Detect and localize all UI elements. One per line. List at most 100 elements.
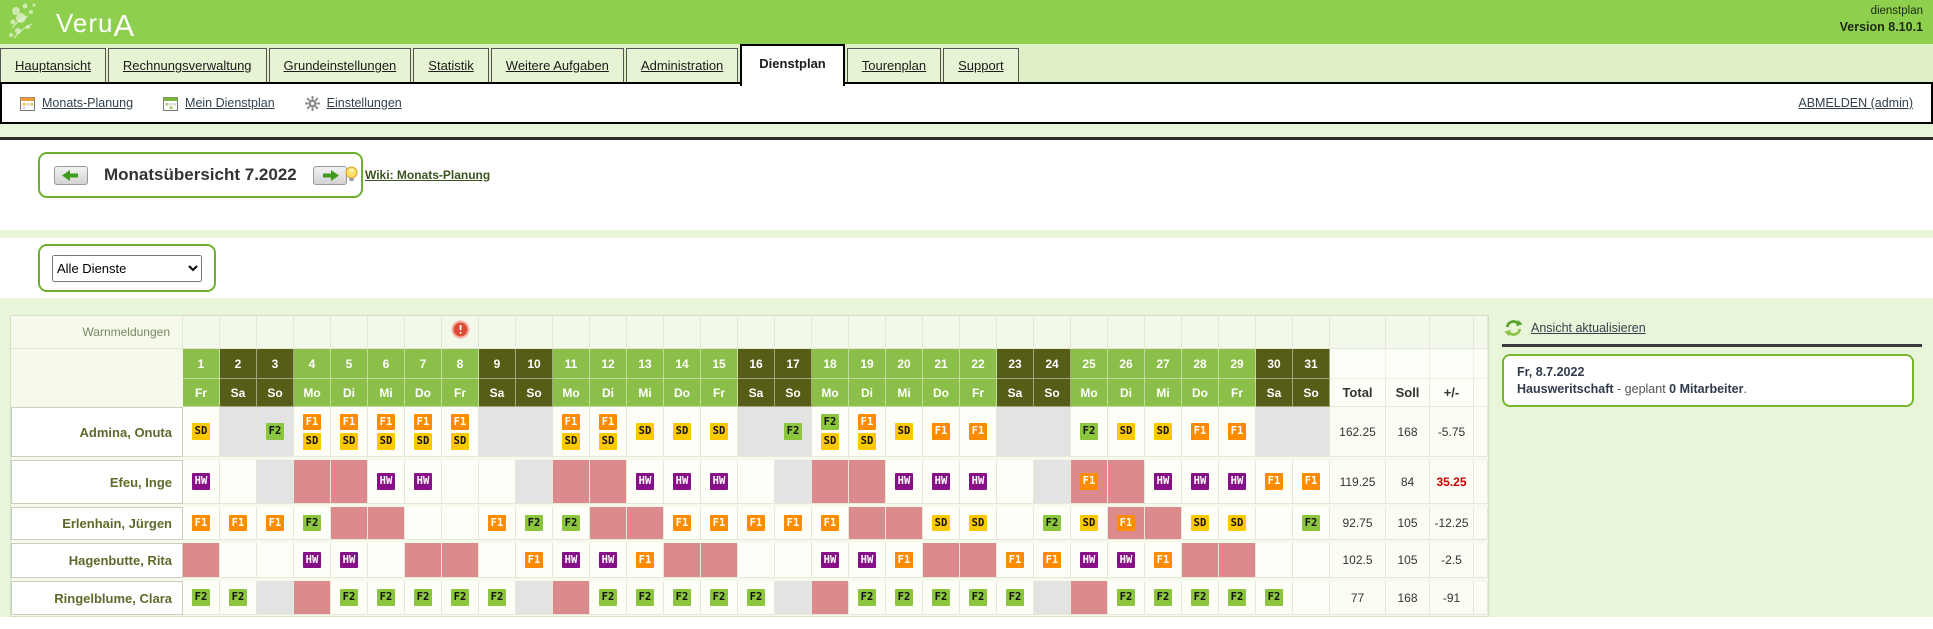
shift-cell-day-17[interactable]: F2 xyxy=(775,407,812,457)
shift-cell-day-24[interactable]: F1 xyxy=(1034,543,1071,578)
shift-cell-day-14[interactable]: HW xyxy=(664,460,701,504)
shift-cell-day-1[interactable]: HW xyxy=(183,460,220,504)
shift-cell-day-31[interactable]: F2 xyxy=(1293,507,1330,540)
shift-cell-day-29[interactable] xyxy=(1219,543,1256,578)
shift-cell-day-3[interactable]: F2 xyxy=(257,407,294,457)
shift-cell-day-26[interactable]: SD xyxy=(1108,407,1145,457)
tab-administration[interactable]: Administration xyxy=(625,48,739,82)
shift-cell-day-4[interactable]: F1 SD xyxy=(294,407,331,457)
tab-support[interactable]: Support xyxy=(943,48,1019,82)
shift-cell-day-23[interactable]: F2 xyxy=(997,581,1034,615)
shift-cell-day-30[interactable]: F2 xyxy=(1256,581,1293,615)
previous-month-button[interactable] xyxy=(54,165,88,185)
shift-cell-day-23[interactable]: F1 xyxy=(997,543,1034,578)
shift-cell-day-17[interactable] xyxy=(775,581,812,615)
shift-cell-day-25[interactable] xyxy=(1071,581,1108,615)
shift-cell-day-2[interactable]: F1 xyxy=(220,507,257,540)
shift-cell-day-30[interactable] xyxy=(1256,543,1293,578)
employee-name[interactable]: Efeu, Inge xyxy=(11,460,183,504)
shift-cell-day-30[interactable] xyxy=(1256,407,1293,457)
shift-cell-day-17[interactable] xyxy=(775,543,812,578)
shift-cell-day-23[interactable] xyxy=(997,407,1034,457)
shift-cell-day-24[interactable] xyxy=(1034,407,1071,457)
refresh-view-link[interactable]: Ansicht aktualisieren xyxy=(1531,321,1646,335)
shift-cell-day-15[interactable]: F2 xyxy=(701,581,738,615)
shift-cell-day-18[interactable] xyxy=(812,460,849,504)
subnav-item-mein-dienstplan[interactable]: Mein Dienstplan xyxy=(163,96,275,111)
shift-cell-day-7[interactable]: HW xyxy=(405,460,442,504)
shift-cell-day-25[interactable]: HW xyxy=(1071,543,1108,578)
shift-cell-day-24[interactable] xyxy=(1034,581,1071,615)
shift-cell-day-13[interactable]: HW xyxy=(627,460,664,504)
shift-cell-day-12[interactable] xyxy=(590,460,627,504)
shift-cell-day-11[interactable]: F2 xyxy=(553,507,590,540)
tab-hauptansicht[interactable]: Hauptansicht xyxy=(0,48,106,82)
shift-cell-day-8[interactable] xyxy=(442,543,479,578)
shift-cell-day-30[interactable] xyxy=(1256,507,1293,540)
shift-cell-day-18[interactable]: HW xyxy=(812,543,849,578)
shift-cell-day-4[interactable] xyxy=(294,460,331,504)
shift-cell-day-9[interactable] xyxy=(479,543,516,578)
shift-cell-day-28[interactable]: F1 xyxy=(1182,407,1219,457)
shift-cell-day-27[interactable]: F1 xyxy=(1145,543,1182,578)
tab-dienstplan[interactable]: Dienstplan xyxy=(740,44,845,86)
shift-cell-day-22[interactable]: SD xyxy=(960,507,997,540)
shift-cell-day-14[interactable]: F1 xyxy=(664,507,701,540)
shift-cell-day-27[interactable] xyxy=(1145,507,1182,540)
shift-cell-day-15[interactable]: F1 xyxy=(701,507,738,540)
shift-cell-day-15[interactable] xyxy=(701,543,738,578)
shift-cell-day-10[interactable] xyxy=(516,407,553,457)
shift-cell-day-16[interactable] xyxy=(738,460,775,504)
shift-cell-day-17[interactable] xyxy=(775,460,812,504)
shift-cell-day-26[interactable] xyxy=(1108,460,1145,504)
employee-name[interactable]: Admina, Onuta xyxy=(11,407,183,457)
shift-cell-day-1[interactable] xyxy=(183,543,220,578)
shift-cell-day-8[interactable]: F2 xyxy=(442,581,479,615)
shift-cell-day-26[interactable]: HW xyxy=(1108,543,1145,578)
shift-cell-day-15[interactable]: SD xyxy=(701,407,738,457)
shift-cell-day-16[interactable] xyxy=(738,543,775,578)
shift-cell-day-20[interactable]: HW xyxy=(886,460,923,504)
shift-cell-day-21[interactable]: SD xyxy=(923,507,960,540)
shift-cell-day-13[interactable] xyxy=(627,507,664,540)
subnav-item-einstellungen[interactable]: Einstellungen xyxy=(304,95,402,111)
shift-cell-day-11[interactable]: HW xyxy=(553,543,590,578)
shift-cell-day-18[interactable]: F1 xyxy=(812,507,849,540)
subnav-item-monats-planung[interactable]: Monats-Planung xyxy=(20,96,133,111)
shift-cell-day-18[interactable] xyxy=(812,581,849,615)
shift-cell-day-23[interactable] xyxy=(997,507,1034,540)
shift-cell-day-4[interactable] xyxy=(294,581,331,615)
shift-cell-day-1[interactable]: SD xyxy=(183,407,220,457)
shift-cell-day-10[interactable] xyxy=(516,460,553,504)
shift-cell-day-20[interactable]: F2 xyxy=(886,581,923,615)
shift-cell-day-15[interactable]: HW xyxy=(701,460,738,504)
shift-cell-day-11[interactable] xyxy=(553,581,590,615)
shift-cell-day-11[interactable] xyxy=(553,460,590,504)
shift-cell-day-3[interactable] xyxy=(257,543,294,578)
shift-cell-day-21[interactable]: F1 xyxy=(923,407,960,457)
shift-cell-day-25[interactable]: F1 xyxy=(1071,460,1108,504)
shift-cell-day-1[interactable]: F1 xyxy=(183,507,220,540)
next-month-button[interactable] xyxy=(312,165,347,185)
shift-cell-day-22[interactable] xyxy=(960,543,997,578)
wiki-link[interactable]: Wiki: Monats-Planung xyxy=(365,167,491,182)
shift-cell-day-26[interactable]: F2 xyxy=(1108,581,1145,615)
shift-cell-day-17[interactable]: F1 xyxy=(775,507,812,540)
employee-name[interactable]: Erlenhain, Jürgen xyxy=(11,507,183,540)
shift-cell-day-3[interactable] xyxy=(257,581,294,615)
shift-cell-day-2[interactable] xyxy=(220,407,257,457)
shift-cell-day-27[interactable]: F2 xyxy=(1145,581,1182,615)
shift-cell-day-10[interactable]: F2 xyxy=(516,507,553,540)
shift-cell-day-7[interactable] xyxy=(405,543,442,578)
shift-cell-day-9[interactable]: F2 xyxy=(479,581,516,615)
shift-cell-day-8[interactable]: F1 SD xyxy=(442,407,479,457)
shift-cell-day-2[interactable] xyxy=(220,543,257,578)
tab-weitere-aufgaben[interactable]: Weitere Aufgaben xyxy=(490,48,624,82)
shift-cell-day-14[interactable] xyxy=(664,543,701,578)
shift-cell-day-31[interactable] xyxy=(1293,543,1330,578)
shift-cell-day-5[interactable]: F1 SD xyxy=(331,407,368,457)
shift-cell-day-28[interactable]: HW xyxy=(1182,460,1219,504)
shift-cell-day-5[interactable]: HW xyxy=(331,543,368,578)
shift-cell-day-8[interactable] xyxy=(442,507,479,540)
shift-cell-day-19[interactable]: F2 xyxy=(849,581,886,615)
